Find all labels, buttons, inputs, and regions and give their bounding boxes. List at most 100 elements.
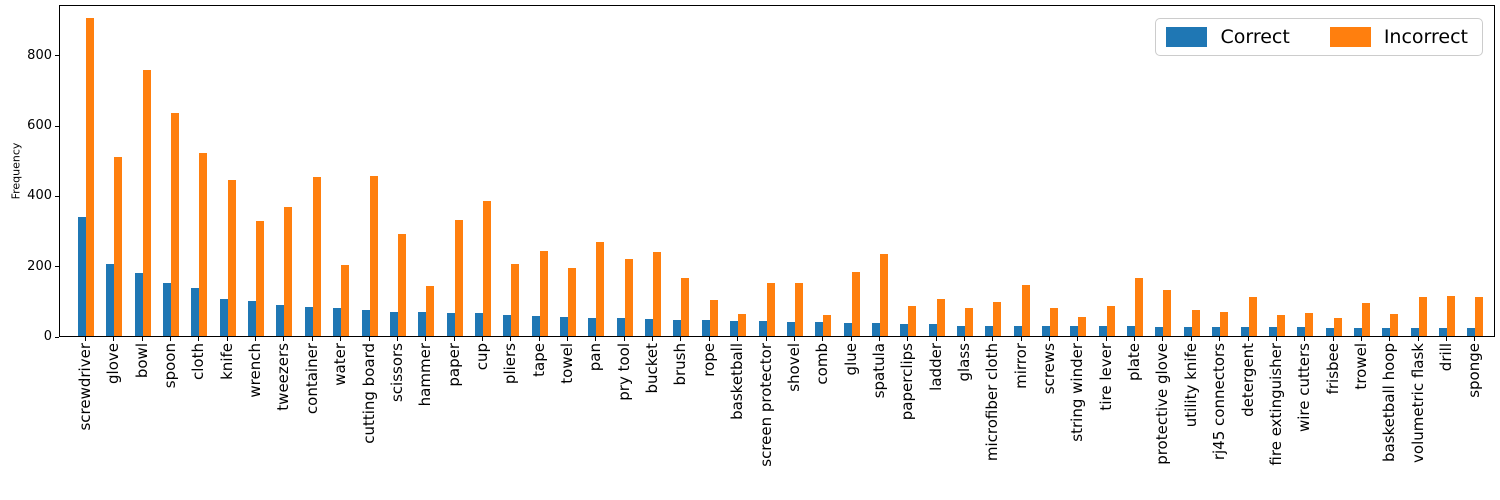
bar-spatula-correct xyxy=(871,323,880,336)
x-tick-mark-spoon xyxy=(170,337,172,341)
bar-cup-incorrect xyxy=(482,201,491,336)
x-tick-label-text: rj45 connectors xyxy=(1210,343,1229,461)
bar-scissors-incorrect xyxy=(397,233,406,336)
bar-pliers-incorrect xyxy=(511,264,520,336)
bar-hammer-incorrect xyxy=(426,286,435,336)
bar-wire-cutters-incorrect xyxy=(1305,313,1314,336)
y-tick-label-400: 400 xyxy=(27,188,52,204)
bar-glass-incorrect xyxy=(965,308,973,336)
x-tick-mark-rope xyxy=(708,337,710,341)
bar-string-winder-correct xyxy=(1070,325,1079,336)
bar-tire-lever-correct xyxy=(1098,326,1107,336)
x-tick-mark-container xyxy=(311,337,313,341)
bar-group-protective-glove xyxy=(1155,6,1172,336)
bar-rj45-connectors-incorrect xyxy=(1220,312,1229,336)
x-tick-label-text: trowel xyxy=(1351,343,1370,390)
bar-group-tire-lever xyxy=(1098,6,1115,336)
x-tick-mark-plate xyxy=(1134,337,1136,341)
bar-pliers-correct xyxy=(503,315,512,336)
bar-drill-incorrect xyxy=(1447,295,1456,336)
bar-group-detergent xyxy=(1240,6,1257,336)
x-tick-label-text: screwdriver xyxy=(76,343,94,431)
bar-towel-correct xyxy=(560,317,569,336)
x-tick-label-text: container xyxy=(302,343,321,415)
bar-bucket-incorrect xyxy=(653,251,662,336)
x-tick-mark-glue xyxy=(850,337,852,341)
x-tick-mark-tire-lever xyxy=(1105,337,1107,341)
bar-basketball-hoop-incorrect xyxy=(1390,313,1399,336)
legend-item-correct: Correct xyxy=(1166,26,1290,48)
bar-group-cup xyxy=(474,6,491,336)
bar-glue-correct xyxy=(843,322,852,336)
x-tick-label-text: volumetric flask xyxy=(1408,343,1427,463)
bar-paperclips-correct xyxy=(900,323,909,336)
x-tick-mark-basketball-hoop xyxy=(1389,337,1391,341)
bar-fire-extinguisher-incorrect xyxy=(1276,314,1285,336)
x-tick-label-text: protective glove xyxy=(1153,343,1172,465)
bar-hammer-correct xyxy=(418,312,427,336)
bar-towel-incorrect xyxy=(568,267,577,336)
bar-shovel-correct xyxy=(786,321,795,336)
x-tick-label-text: bowl xyxy=(132,343,151,379)
bar-screen-protector-incorrect xyxy=(766,282,775,336)
bar-knife-correct xyxy=(219,298,228,336)
x-tick-mark-frisbee xyxy=(1332,337,1334,341)
x-tick-mark-mirror xyxy=(1020,337,1022,341)
x-tick-label-text: glue xyxy=(841,343,860,376)
x-tick-mark-fire-extinguisher xyxy=(1275,337,1277,341)
x-tick-label-text: paper xyxy=(444,343,463,387)
x-tick-label-text: utility knife xyxy=(1181,343,1200,428)
bar-fire-extinguisher-correct xyxy=(1268,326,1277,336)
bar-brush-incorrect xyxy=(681,277,690,336)
bar-bowl-incorrect xyxy=(142,70,151,336)
bar-rope-correct xyxy=(701,319,710,336)
bar-plate-incorrect xyxy=(1135,278,1144,336)
bar-sponge-incorrect xyxy=(1475,297,1484,336)
bar-water-correct xyxy=(333,307,342,336)
x-tick-mark-screws xyxy=(1049,337,1051,341)
x-tick-mark-cutting-board xyxy=(368,337,370,341)
x-tick-label-text: fire extinguisher xyxy=(1266,343,1285,466)
x-tick-label-text: water xyxy=(331,343,350,386)
bar-screen-protector-correct xyxy=(758,320,767,336)
bar-group-cloth xyxy=(191,6,208,336)
x-tick-mark-brush xyxy=(680,337,682,341)
x-tick-mark-scissors xyxy=(396,337,398,341)
bar-group-glass xyxy=(957,6,973,336)
bar-glove-incorrect xyxy=(114,156,123,336)
bar-group-sponge xyxy=(1467,6,1484,336)
y-tick-mark-400 xyxy=(55,195,59,197)
x-tick-label-text: sponge xyxy=(1465,343,1484,398)
x-tick-label-text: shovel xyxy=(784,343,803,392)
x-tick-label-text: tape xyxy=(529,343,548,377)
bar-group-hammer xyxy=(418,6,435,336)
legend-label-incorrect: Incorrect xyxy=(1383,26,1468,48)
bar-group-bucket xyxy=(645,6,662,336)
bar-paperclips-incorrect xyxy=(908,306,917,336)
bar-group-pliers xyxy=(503,6,520,336)
correct-swatch-icon xyxy=(1166,27,1208,47)
x-tick-label-text: microfiber cloth xyxy=(983,343,1002,462)
x-tick-label-text: brush xyxy=(671,343,690,386)
bar-group-spatula xyxy=(871,6,888,336)
bar-group-rope xyxy=(701,6,718,336)
bar-string-winder-incorrect xyxy=(1078,317,1087,336)
bar-group-plate xyxy=(1127,6,1144,336)
bar-bowl-correct xyxy=(134,273,143,336)
x-tick-mark-pliers xyxy=(510,337,512,341)
legend: Correct Incorrect xyxy=(1155,18,1483,56)
bar-group-basketball-hoop xyxy=(1382,6,1399,336)
y-tick-mark-600 xyxy=(55,125,59,127)
x-tick-label-text: bucket xyxy=(643,343,662,394)
x-tick-mark-ladder xyxy=(935,337,937,341)
x-tick-label-text: comb xyxy=(813,343,832,385)
x-tick-mark-pan xyxy=(595,337,597,341)
bar-trowel-incorrect xyxy=(1361,302,1370,336)
bar-pan-correct xyxy=(588,318,597,336)
bar-ladder-incorrect xyxy=(936,299,945,336)
bar-screwdriver-correct xyxy=(78,217,86,336)
bar-tire-lever-incorrect xyxy=(1106,306,1115,336)
bar-utility-knife-incorrect xyxy=(1191,310,1200,336)
bar-group-volumetric-flask xyxy=(1410,6,1427,336)
y-tick-label-600: 600 xyxy=(27,118,52,134)
